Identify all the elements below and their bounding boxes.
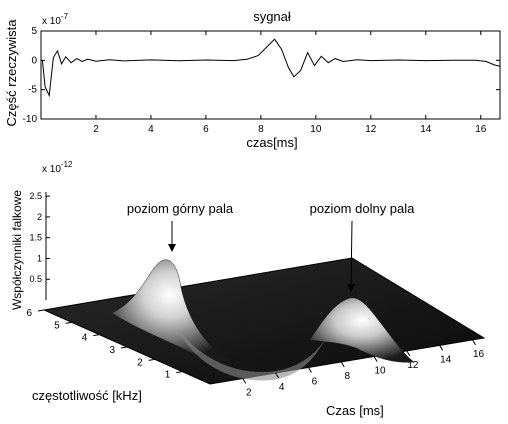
surface-frequency-tick [120,346,128,349]
surface-time-tick [242,378,247,384]
signal-x-tick-label: 16 [475,124,487,135]
surface-z-tick-label: 0.5 [29,274,42,284]
signal-x-tick-label: 12 [365,124,377,135]
surface-peak-upper-pile [111,259,229,361]
signal-x-label: czas[ms] [246,135,297,150]
surface-time-tick-label: 14 [440,354,452,365]
signal-y-tick-label: 5 [31,26,37,37]
surface-time-ticks: 2 4 6 8 10 12 14 16 [242,339,485,398]
annotation-upper-pile: poziom górny pala [127,201,234,216]
surface-time-tick [439,345,444,351]
signal-y-exponent: x 10-7 [42,12,69,27]
surface-x-label: Czas [ms] [326,403,384,418]
signal-x-tick-label: 6 [203,124,209,135]
signal-y-tick-label: -10 [23,114,38,125]
surface-z-tick-label: 1 [37,253,42,263]
signal-y-tick-label: -5 [28,85,37,96]
surface-time-tick-label: 2 [246,387,252,398]
annotation-lower-pile: poziom dolny pala [310,201,416,216]
surface-time-tick-label: 6 [312,376,318,387]
signal-axis-ticks: 2 4 6 8 10 12 14 16 5 0 -5 -10 [23,26,500,135]
signal-x-tick-label: 2 [93,124,99,135]
surface-frequency-tick-label: 5 [54,320,60,331]
surface-y-label: częstotliwość [kHz] [32,388,142,403]
surface-time-tick-label: 16 [473,349,485,360]
surface-time-tick [472,339,476,346]
surface-frequency-tick [37,309,45,312]
annotation-lower-pile-arrowhead [347,284,355,292]
signal-x-tick-label: 4 [148,124,154,135]
surface-time-tick-label: 8 [344,371,350,382]
surface-frequency-tick-label: 3 [109,345,115,356]
surface-frequency-ticks: 1 2 3 4 5 6 [26,308,183,381]
surface-z-exponent-power: -12 [61,160,73,169]
surface-z-ticks: 0.5 1 1.5 2 2.5 [29,191,50,284]
annotation-lower-pile-arrow [350,220,353,287]
signal-y-label: Część rzeczywista [4,19,19,127]
signal-y-exponent-power: -7 [61,12,69,21]
surface-frequency-tick-label: 4 [82,333,88,344]
signal-x-tick-label: 8 [258,124,264,135]
surface-z-label: Współczynniki falkowe [10,190,24,310]
surface-time-tick-label: 4 [279,382,285,393]
surface-frequency-tick-label: 1 [165,370,171,381]
signal-x-tick-label: 14 [420,124,432,135]
surface-z-exponent: x 10-12 [42,160,73,175]
surface-z-tick-label: 2.5 [29,191,42,201]
signal-title: sygnał [253,9,291,24]
surface-z-exponent-base: x 10 [42,164,61,175]
annotation-upper-pile-arrowhead [168,244,176,252]
signal-plot-frame [40,30,501,120]
surface-frequency-tick-label: 2 [137,357,143,368]
surface-time-tick [308,367,312,373]
surface-frequency-tick-label: 6 [26,308,32,319]
surface-peak-lower-pile [309,297,415,363]
surface-frequency-tick [176,371,183,374]
signal-series-line [41,38,501,98]
signal-chart: sygnał x 10-7 2 4 6 8 10 12 14 16 5 0 -5 -10 czas[m… [4,9,501,150]
surface-z-tick-label: 1.5 [29,233,42,243]
surface-time-tick [373,356,378,362]
surface-time-tick [340,361,345,368]
surface-valley-ridge [178,330,326,381]
surface-frequency-tick [65,321,72,324]
surface-frequency-tick [148,358,155,361]
wavelet-surface-chart: x 10-12 Współczynniki falkowe 0.5 1 1.5 2 2.… [10,160,486,418]
signal-y-tick-label: 0 [31,55,37,66]
signal-x-tick-label: 10 [310,124,322,135]
surface-frequency-tick [93,334,100,337]
surface-time-tick [275,372,280,379]
signal-y-exponent-base: x 10 [42,16,61,27]
surface-time-tick [406,350,411,357]
surface-time-tick-label: 10 [375,365,387,376]
surface-time-tick-label: 12 [407,360,419,371]
surface-z-tick-label: 2 [37,212,42,222]
